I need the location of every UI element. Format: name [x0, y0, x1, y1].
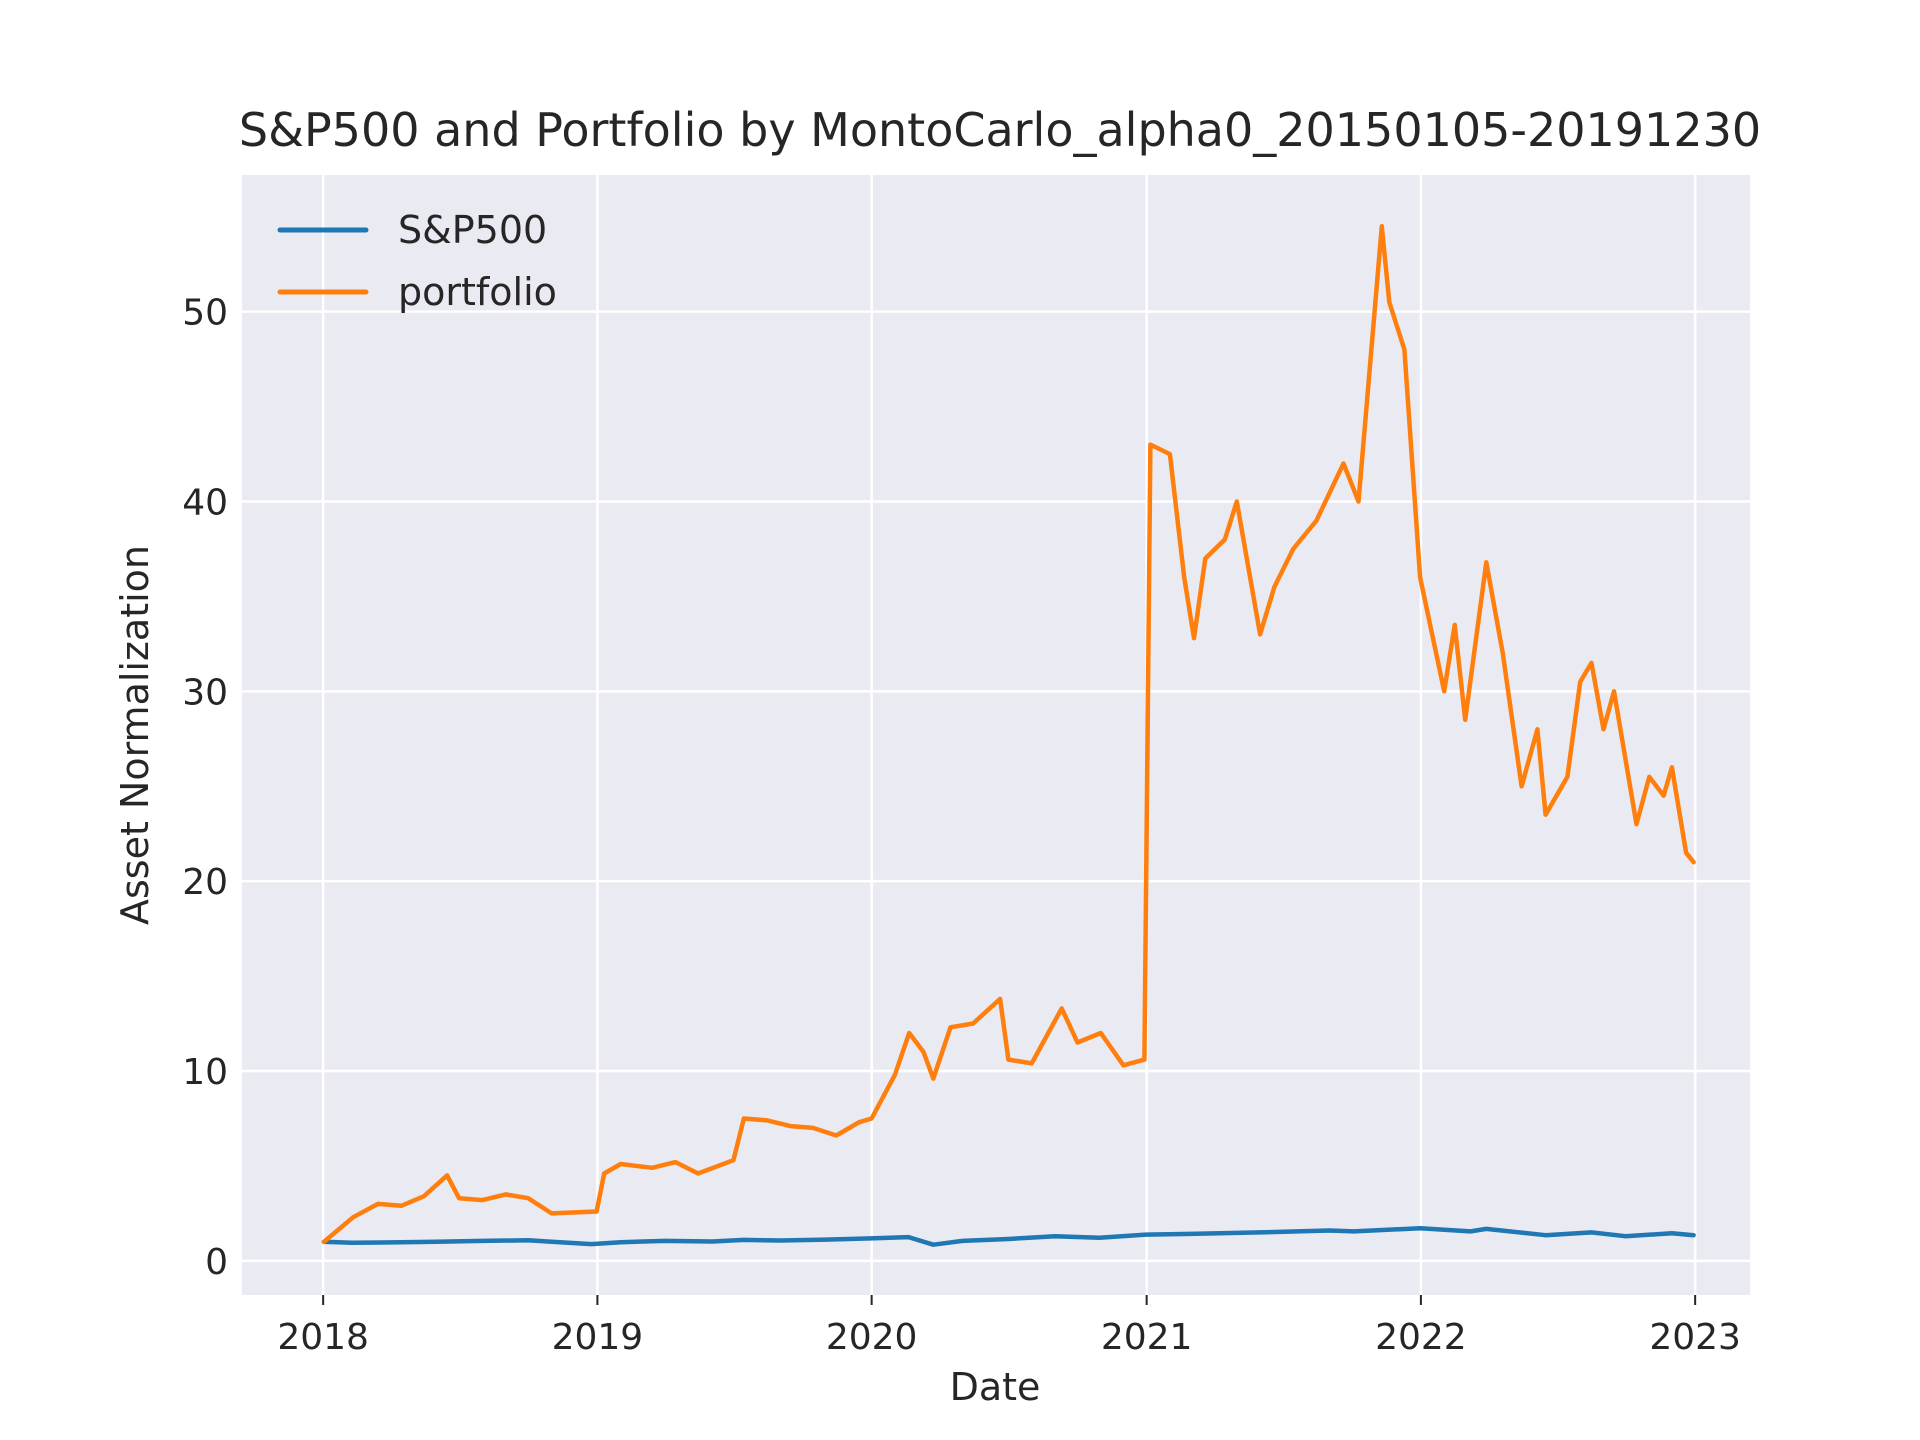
- y-tick-label: 40: [182, 483, 228, 524]
- chart-title: S&P500 and Portfolio by MontoCarlo_alpha…: [239, 103, 1761, 157]
- series-line-portfolio: [321, 224, 1696, 1245]
- x-tick-label: 2021: [1101, 1317, 1193, 1358]
- ticks: 2018 2019 2020 2021 2022 2023 0 10 20 30 40 50: [182, 293, 1741, 1358]
- legend-label: portfolio: [398, 270, 557, 314]
- y-tick-label: 10: [182, 1052, 228, 1093]
- series-layer: [321, 224, 1696, 1247]
- x-tick-label: 2020: [826, 1317, 918, 1358]
- legend-label: S&P500: [398, 208, 547, 252]
- y-tick-label: 20: [182, 862, 228, 903]
- x-axis-label: Date: [950, 1365, 1041, 1409]
- legend: S&P500 portfolio: [277, 208, 557, 314]
- x-tick-label: 2018: [277, 1317, 369, 1358]
- series-line-s-p500: [321, 1225, 1696, 1247]
- plot-area: [242, 175, 1750, 1295]
- x-tick-label: 2023: [1649, 1317, 1741, 1358]
- x-tick-label: 2019: [552, 1317, 644, 1358]
- y-tick-label: 50: [182, 293, 228, 334]
- y-axis-label: Asset Normalization: [113, 545, 157, 925]
- y-tick-label: 0: [205, 1242, 228, 1283]
- x-tick-label: 2022: [1375, 1317, 1467, 1358]
- y-tick-label: 30: [182, 672, 228, 713]
- grid: [242, 175, 1750, 1295]
